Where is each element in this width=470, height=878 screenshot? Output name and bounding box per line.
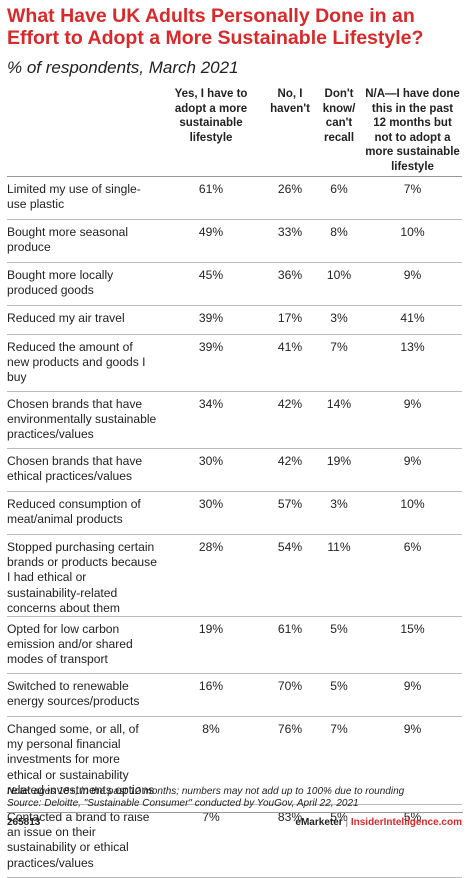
brand-emarketer: eMarketer: [295, 817, 343, 828]
row-label: Changed some, or all, of my personal fin…: [7, 716, 157, 806]
chart-title: What Have UK Adults Personally Done in a…: [7, 5, 424, 49]
data-table: Yes, I have to adopt a more sustainable …: [7, 87, 462, 878]
cell-yes: 7%: [157, 804, 265, 878]
chart-id: 265813: [7, 817, 41, 828]
cell-na: 13%: [363, 334, 462, 392]
cell-no: 57%: [265, 491, 315, 535]
cell-yes: 45%: [157, 262, 265, 306]
source-text: Source: Deloitte, "Sustainable Consumer"…: [7, 798, 359, 809]
row-label: Reduced my air travel: [7, 305, 157, 335]
row-label: Stopped purchasing certain brands or pro…: [7, 534, 157, 618]
cell-na: 10%: [363, 219, 462, 263]
brand-site-link[interactable]: InsiderIntelligence.com: [350, 817, 462, 828]
cell-no: 42%: [265, 391, 315, 449]
cell-no: 42%: [265, 448, 315, 492]
row-label: Bought more seasonal produce: [7, 219, 157, 263]
table-row: Chosen brands that have environmentally …: [7, 391, 462, 449]
cell-yes: 28%: [157, 534, 265, 618]
cell-na: 6%: [363, 534, 462, 618]
table-row: Reduced consumption of meat/animal produ…: [7, 491, 462, 535]
cell-na: 10%: [363, 491, 462, 535]
cell-dont-know: 5%: [315, 673, 363, 718]
cell-dont-know: 11%: [315, 534, 363, 618]
cell-dont-know: 6%: [315, 176, 363, 220]
row-label: Bought more locally produced goods: [7, 262, 157, 306]
cell-yes: 39%: [157, 305, 265, 335]
note-text: Note: ages 18+; in the past 12 months; n…: [7, 786, 405, 797]
cell-dont-know: 19%: [315, 448, 363, 492]
cell-no: 17%: [265, 305, 315, 335]
cell-dont-know: 8%: [315, 219, 363, 263]
header-na: N/A—I have done this in the past 12 mont…: [363, 87, 462, 177]
header-row: Yes, I have to adopt a more sustainable …: [7, 87, 462, 177]
cell-na: 5%: [363, 804, 462, 878]
cell-no: 36%: [265, 262, 315, 306]
table-row: Bought more seasonal produce 49% 33% 8% …: [7, 219, 462, 263]
chart-subtitle: % of respondents, March 2021: [7, 58, 239, 77]
cell-na: 9%: [363, 262, 462, 306]
cell-dont-know: 10%: [315, 262, 363, 306]
cell-dont-know: 7%: [315, 716, 363, 806]
footnote: Note: ages 18+; in the past 12 months; n…: [7, 786, 465, 810]
footer-divider: [7, 812, 463, 813]
cell-na: 9%: [363, 673, 462, 718]
table-row: Bought more locally produced goods 45% 3…: [7, 262, 462, 306]
row-label: Chosen brands that have environmentally …: [7, 391, 157, 449]
cell-dont-know: 5%: [315, 616, 363, 675]
cell-no: 83%: [265, 804, 315, 878]
cell-no: 41%: [265, 334, 315, 392]
cell-no: 54%: [265, 534, 315, 618]
row-label: Reduced consumption of meat/animal produ…: [7, 491, 157, 535]
table-row: Opted for low carbon emission and/or sha…: [7, 616, 462, 675]
table-row: Changed some, or all, of my personal fin…: [7, 716, 462, 806]
footer-brand: eMarketer | InsiderIntelligence.com: [295, 817, 462, 828]
cell-dont-know: 7%: [315, 334, 363, 392]
cell-yes: 49%: [157, 219, 265, 263]
table-row: Limited my use of single-use plastic 61%…: [7, 176, 462, 220]
row-label: Limited my use of single-use plastic: [7, 176, 157, 220]
cell-dont-know: 5%: [315, 804, 363, 878]
row-label: Chosen brands that have ethical practice…: [7, 448, 157, 492]
header-no: No, I haven't: [265, 87, 315, 177]
table-row: Reduced the amount of new products and g…: [7, 334, 462, 392]
cell-yes: 8%: [157, 716, 265, 806]
table-row: Reduced my air travel 39% 17% 3% 41%: [7, 305, 462, 335]
header-dont-know: Don't know/ can't recall: [315, 87, 363, 177]
row-label: Contacted a brand to raise an issue on t…: [7, 804, 157, 878]
cell-yes: 34%: [157, 391, 265, 449]
cell-na: 9%: [363, 448, 462, 492]
cell-yes: 16%: [157, 673, 265, 718]
row-label: Reduced the amount of new products and g…: [7, 334, 157, 392]
cell-no: 33%: [265, 219, 315, 263]
cell-yes: 30%: [157, 448, 265, 492]
cell-no: 61%: [265, 616, 315, 675]
header-blank: [7, 87, 157, 177]
cell-na: 7%: [363, 176, 462, 220]
cell-na: 9%: [363, 391, 462, 449]
table-row: Chosen brands that have ethical practice…: [7, 448, 462, 492]
row-label: Opted for low carbon emission and/or sha…: [7, 616, 157, 675]
cell-dont-know: 3%: [315, 491, 363, 535]
cell-yes: 30%: [157, 491, 265, 535]
brand-separator: |: [345, 817, 349, 828]
cell-na: 41%: [363, 305, 462, 335]
table-row: Contacted a brand to raise an issue on t…: [7, 804, 462, 878]
row-label: Switched to renewable energy sources/pro…: [7, 673, 157, 718]
cell-no: 26%: [265, 176, 315, 220]
header-yes: Yes, I have to adopt a more sustainable …: [157, 87, 265, 177]
cell-na: 15%: [363, 616, 462, 675]
cell-no: 70%: [265, 673, 315, 718]
cell-dont-know: 14%: [315, 391, 363, 449]
cell-yes: 61%: [157, 176, 265, 220]
cell-na: 9%: [363, 716, 462, 806]
cell-dont-know: 3%: [315, 305, 363, 335]
cell-yes: 19%: [157, 616, 265, 675]
cell-yes: 39%: [157, 334, 265, 392]
cell-no: 76%: [265, 716, 315, 806]
table-row: Switched to renewable energy sources/pro…: [7, 673, 462, 718]
table-row: Stopped purchasing certain brands or pro…: [7, 534, 462, 618]
